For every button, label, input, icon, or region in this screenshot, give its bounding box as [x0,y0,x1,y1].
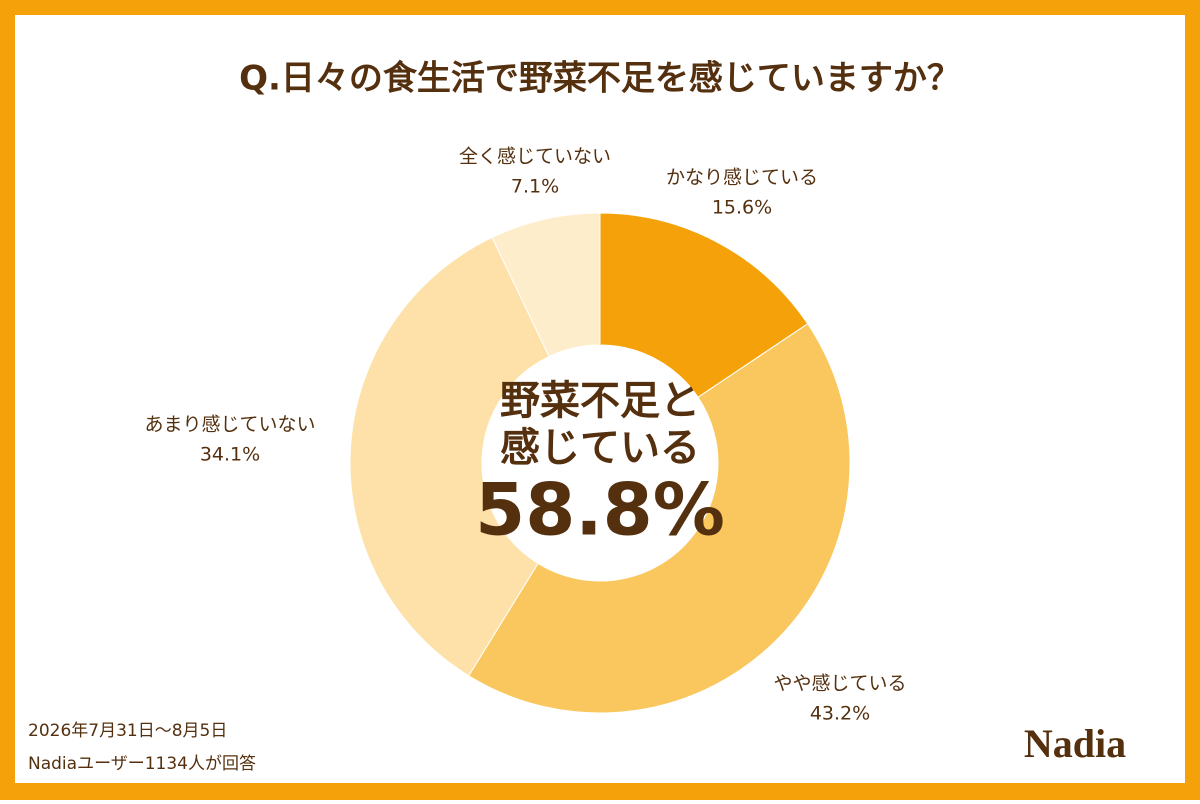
value-label: 7.1% [511,176,559,198]
footnote: 2026年7月31日〜8月5日 [28,721,227,741]
value-label: 43.2% [810,703,870,725]
footnote: Nadiaユーザー1134人が回答 [28,754,256,774]
value-label: 34.1% [200,444,260,466]
center-text: 野菜不足と [500,378,700,424]
slice-label: かなり感じている [666,167,818,189]
slice-label: やや感じている [773,673,906,695]
slice [491,212,601,358]
slice-label: あまり感じていない [144,414,315,436]
value-label: 15.6% [712,197,772,219]
slice [468,323,851,714]
slice [349,236,550,677]
center-text: 感じている [500,425,700,471]
slice [599,212,809,398]
slice-label: 全く感じていない [459,146,611,168]
chart-title: Q.日々の食生活で野菜不足を感じていますか？ [239,59,961,99]
center-value: 58.8% [475,468,725,552]
logo: Nadia [1024,721,1126,766]
